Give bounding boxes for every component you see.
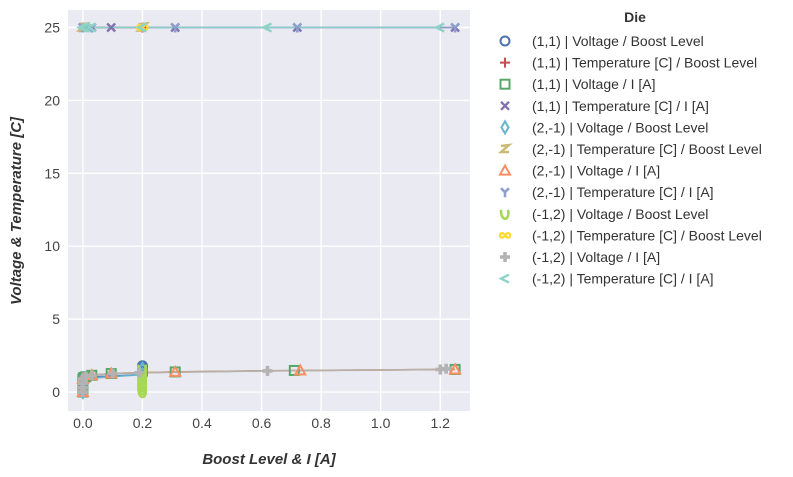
data-point-10: [80, 371, 91, 382]
data-point-6: [168, 364, 182, 377]
x-axis-title: Boost Level & I [A]: [202, 451, 336, 468]
data-point-10: [441, 363, 452, 374]
data-point-11: [433, 22, 445, 33]
legend-label: (2,-1) | Temperature [C] / I [A]: [532, 184, 714, 200]
data-point-7: [170, 22, 181, 33]
x-tick-label: 1.2: [430, 415, 450, 431]
legend: (1,1) | Voltage / Boost Level (1,1) | Tem…: [497, 33, 762, 287]
data-point-6: [293, 363, 307, 376]
data-point-11: [79, 22, 91, 33]
legend-marker-5: [497, 143, 513, 154]
legend-marker-1: [500, 57, 510, 68]
data-point-11: [260, 22, 273, 33]
legend-marker-11: [498, 273, 510, 284]
legend-marker-4: [500, 119, 510, 136]
data-point-11: [135, 22, 147, 33]
legend-marker-10: [500, 252, 510, 262]
data-markers: [75, 21, 462, 401]
y-axis-ticks: 0 5 10 15 20 25: [44, 19, 60, 400]
data-point-10: [77, 373, 88, 384]
y-tick-label: 0: [52, 384, 60, 400]
data-point-9: [136, 24, 149, 31]
y-tick-label: 5: [52, 311, 60, 327]
data-point-7: [450, 22, 461, 33]
legend-label: (2,-1) | Voltage / I [A]: [532, 163, 660, 179]
data-point-10: [435, 364, 446, 375]
legend-label: (-1,2) | Temperature [C] / Boost Level: [532, 227, 762, 243]
y-tick-label: 25: [44, 19, 60, 35]
y-tick-label: 20: [44, 92, 60, 108]
data-point-3: [106, 22, 117, 33]
data-point-7: [292, 22, 303, 33]
legend-label: (1,1) | Voltage / I [A]: [532, 76, 655, 92]
legend-marker-2: [499, 78, 511, 90]
y-tick-label: 15: [44, 165, 60, 181]
data-point-6: [448, 362, 462, 375]
legend-label: (-1,2) | Voltage / Boost Level: [532, 206, 708, 222]
x-axis-ticks: 0.0 0.2 0.4 0.6 0.8 1.0 1.2: [73, 415, 450, 431]
x-tick-label: 0.8: [311, 415, 331, 431]
data-point-11: [85, 22, 97, 33]
data-point-10: [107, 368, 118, 379]
legend-marker-0: [499, 35, 511, 47]
legend-label: (-1,2) | Temperature [C] / I [A]: [532, 271, 714, 287]
legend-marker-9: [498, 232, 512, 239]
legend-marker-8: [499, 209, 510, 221]
legend-label: (-1,2) | Voltage / I [A]: [532, 249, 660, 265]
legend-label: (2,-1) | Voltage / Boost Level: [532, 119, 708, 135]
data-point-10: [262, 365, 273, 376]
data-point-10: [86, 370, 97, 381]
legend-marker-6: [498, 163, 512, 176]
legend-label: (1,1) | Voltage / Boost Level: [532, 33, 704, 49]
data-point-10: [134, 367, 145, 378]
legend-marker-3: [500, 100, 510, 111]
legend-title: Die: [624, 9, 646, 25]
x-tick-label: 1.0: [371, 415, 391, 431]
y-tick-label: 10: [44, 238, 60, 254]
x-tick-label: 0.6: [252, 415, 272, 431]
plot-background: [68, 10, 470, 411]
x-tick-label: 0.0: [73, 415, 93, 431]
y-axis-title: Voltage & Temperature [C]: [8, 116, 25, 305]
x-tick-label: 0.4: [192, 415, 212, 431]
legend-label: (1,1) | Temperature [C] / Boost Level: [532, 55, 757, 71]
legend-label: (1,1) | Temperature [C] / I [A]: [532, 98, 709, 114]
legend-label: (2,-1) | Temperature [C] / Boost Level: [532, 141, 762, 157]
legend-marker-7: [500, 187, 510, 198]
x-tick-label: 0.2: [133, 415, 153, 431]
